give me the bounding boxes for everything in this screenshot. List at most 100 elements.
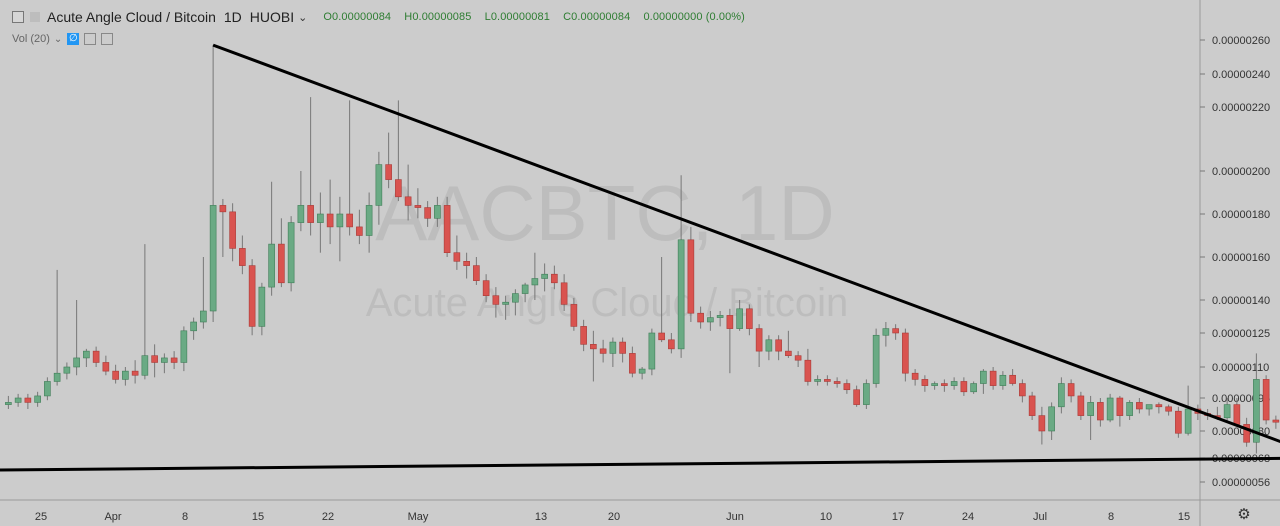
candle-body <box>24 397 32 403</box>
candle-body <box>443 205 451 253</box>
price-axis-label: 0.00000160 <box>1212 252 1270 264</box>
candle-body <box>882 328 890 336</box>
candle-body <box>268 243 275 288</box>
candle-body <box>960 381 968 393</box>
candle-body <box>560 282 568 305</box>
candle-body <box>200 310 207 323</box>
price-axis-label: 0.00000240 <box>1212 69 1270 81</box>
price-axis-label: 0.00000260 <box>1212 35 1270 47</box>
price-axis-label: 0.00000125 <box>1212 328 1270 340</box>
open-value: O0.00000084 <box>323 11 392 23</box>
price-axis-label: 0.00000110 <box>1212 362 1269 374</box>
candle-body <box>151 355 158 363</box>
time-axis-label: 10 <box>820 511 832 523</box>
candle-body <box>638 368 646 374</box>
candle-body <box>122 370 129 380</box>
candle-body <box>1009 374 1016 384</box>
candle-body <box>239 248 246 266</box>
symbol-title[interactable]: Acute Angle Cloud / Bitcoin <box>47 9 216 25</box>
chevron-down-icon[interactable]: ⌄ <box>53 33 63 45</box>
candle-body <box>590 344 597 350</box>
price-axis-label: 0.00000056 <box>1212 477 1270 489</box>
candle-body <box>853 389 860 405</box>
candle-body <box>980 370 987 384</box>
candle-body <box>668 339 675 350</box>
candle-body <box>44 381 51 397</box>
candle-body <box>63 366 71 374</box>
time-axis-label: 13 <box>535 511 547 523</box>
time-axis-label: 24 <box>962 511 974 523</box>
settings-small-icon[interactable] <box>84 33 97 45</box>
time-axis-label: 25 <box>35 511 47 523</box>
candle-body <box>970 383 977 393</box>
candle-body <box>716 315 724 318</box>
interval-label[interactable]: 1D <box>223 9 242 25</box>
candle-body <box>687 239 695 314</box>
candle-body <box>307 205 314 223</box>
volume-indicator-label[interactable]: Vol (20) <box>12 33 50 45</box>
candle-body <box>190 321 197 332</box>
exchange-label[interactable]: HUOBI <box>249 9 295 25</box>
candle-body <box>512 293 519 303</box>
candle-body <box>209 205 217 312</box>
candle-body <box>297 205 305 223</box>
time-axis-label: 17 <box>892 511 904 523</box>
candle-body <box>219 205 227 213</box>
candle-body <box>911 372 919 380</box>
candle-body <box>785 350 792 356</box>
collapse-icon[interactable] <box>12 11 24 23</box>
candle-body <box>619 341 626 354</box>
candle-body <box>453 252 461 262</box>
candle-body <box>53 372 61 382</box>
candle-body <box>1028 395 1036 416</box>
candle-body <box>83 350 90 359</box>
candle-body <box>278 243 285 284</box>
candle-body <box>775 339 782 352</box>
candle-body <box>1116 397 1124 416</box>
candle-body <box>365 205 373 236</box>
candle-body <box>258 286 266 327</box>
candle-body <box>14 397 22 403</box>
candle-body <box>161 357 168 363</box>
candle-body <box>1165 406 1172 412</box>
close-icon[interactable] <box>101 33 114 45</box>
candle-body <box>414 205 422 208</box>
candle-body <box>1233 404 1241 425</box>
candle-body <box>1184 408 1192 434</box>
chevron-down-icon[interactable]: ⌄ <box>298 11 308 24</box>
candle-body <box>902 332 909 374</box>
price-axis-label: 0.00000095 <box>1212 393 1270 405</box>
candle-body <box>892 328 899 334</box>
candle-body <box>726 315 734 329</box>
candle-body <box>570 304 578 327</box>
gear-icon[interactable]: ⚙ <box>1237 506 1251 523</box>
candle-body <box>931 383 938 386</box>
candle-body <box>580 326 587 345</box>
candle-body <box>287 222 295 284</box>
candle-body <box>482 280 490 296</box>
candle-body <box>1126 402 1133 416</box>
candle-body <box>356 226 363 236</box>
candle-body <box>814 379 821 382</box>
candle-body <box>1155 404 1163 408</box>
candle-body <box>648 332 656 370</box>
candle-body <box>463 260 470 266</box>
candle-body <box>833 381 841 384</box>
eye-off-icon[interactable]: ∅ <box>67 33 80 45</box>
candle-body <box>1048 406 1055 432</box>
candle-body <box>385 164 392 180</box>
change-value: 0.00000000 (0.00%) <box>643 11 745 23</box>
candle-body <box>1087 402 1094 416</box>
candle-body <box>346 213 353 228</box>
candle-body <box>658 332 665 341</box>
symbol-logo-icon <box>30 12 40 22</box>
candle-body <box>765 339 773 352</box>
time-axis-label: 8 <box>1108 511 1114 523</box>
candle-body <box>336 213 344 228</box>
candle-body <box>599 348 607 354</box>
candle-body <box>112 370 119 380</box>
candle-body <box>1253 379 1260 443</box>
